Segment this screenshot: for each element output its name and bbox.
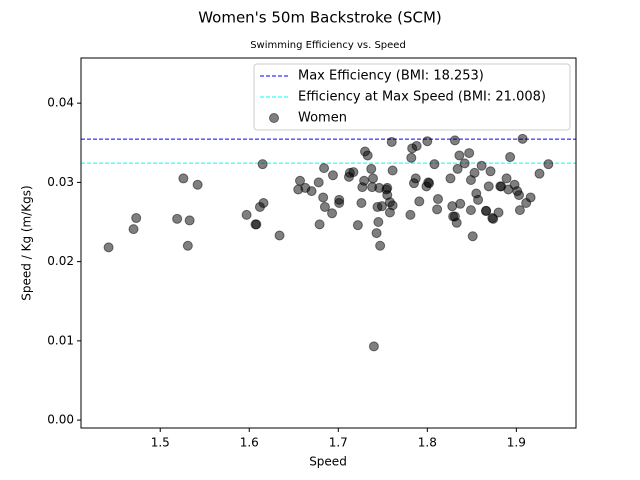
point xyxy=(454,150,465,161)
x-tick-label: 1.5 xyxy=(151,436,170,450)
point xyxy=(459,158,470,169)
plot-frame xyxy=(80,57,577,429)
point xyxy=(534,168,545,179)
point xyxy=(525,192,536,203)
point xyxy=(172,213,183,224)
point xyxy=(314,219,325,230)
point xyxy=(327,208,338,219)
point xyxy=(352,220,363,231)
point xyxy=(465,205,476,216)
point xyxy=(192,179,203,190)
point xyxy=(464,148,475,159)
chart-title: Women's 50m Backstroke (SCM) xyxy=(198,9,442,27)
point xyxy=(348,167,359,178)
point xyxy=(410,173,421,184)
point xyxy=(414,196,425,207)
point xyxy=(371,228,382,239)
legend-box xyxy=(253,63,571,131)
point xyxy=(451,217,462,228)
point xyxy=(131,213,142,224)
x-tick-label: 1.9 xyxy=(507,436,526,450)
point xyxy=(387,200,398,211)
point xyxy=(313,177,324,188)
point xyxy=(481,205,492,216)
point xyxy=(103,242,114,253)
point xyxy=(368,173,379,184)
point xyxy=(386,136,397,147)
point xyxy=(366,163,377,174)
point xyxy=(501,173,512,184)
point xyxy=(306,186,317,197)
point xyxy=(469,167,480,178)
point xyxy=(445,173,456,184)
point xyxy=(356,197,367,208)
point xyxy=(362,150,373,161)
point xyxy=(424,178,435,189)
point xyxy=(543,159,554,170)
x-tick-label: 1.7 xyxy=(329,436,348,450)
y-tick-label: 0.02 xyxy=(47,254,74,268)
point xyxy=(429,159,440,170)
legend-marker xyxy=(269,113,279,123)
point xyxy=(455,198,466,209)
point xyxy=(514,190,525,201)
point xyxy=(485,166,496,177)
y-axis-label: Speed / Kg (m/Kgs) xyxy=(20,185,34,300)
point xyxy=(411,140,422,151)
point xyxy=(406,152,417,163)
point xyxy=(517,133,528,144)
point xyxy=(488,213,499,224)
x-axis-label: Speed xyxy=(309,455,347,469)
point xyxy=(405,209,416,220)
point xyxy=(241,209,252,220)
point xyxy=(327,170,338,181)
point xyxy=(449,135,460,146)
chart-subtitle: Swimming Efficiency vs. Speed xyxy=(250,40,406,51)
point xyxy=(319,163,330,174)
legend-label: Efficiency at Max Speed (BMI: 21.008) xyxy=(298,90,546,105)
point xyxy=(376,201,387,212)
point xyxy=(318,192,329,203)
y-tick-label: 0.01 xyxy=(47,333,74,347)
point xyxy=(373,217,384,228)
point xyxy=(375,240,386,251)
x-tick-label: 1.8 xyxy=(418,436,437,450)
point xyxy=(467,231,478,242)
point xyxy=(505,152,516,163)
point xyxy=(334,197,345,208)
point xyxy=(452,163,463,174)
point xyxy=(473,194,484,205)
legend-label: Women xyxy=(298,111,347,126)
point xyxy=(359,175,370,186)
point xyxy=(295,175,306,186)
legend-label: Max Efficiency (BMI: 18.253) xyxy=(298,69,484,84)
point xyxy=(368,341,379,352)
y-tick-label: 0.04 xyxy=(47,96,74,110)
point xyxy=(387,165,398,176)
point xyxy=(514,205,525,216)
point xyxy=(483,181,494,192)
point xyxy=(319,201,330,212)
point xyxy=(274,230,285,241)
point xyxy=(432,204,443,215)
point xyxy=(257,159,268,170)
point xyxy=(128,224,139,235)
point xyxy=(493,207,504,218)
point xyxy=(251,219,262,230)
y-tick-label: 0.03 xyxy=(47,175,74,189)
point xyxy=(184,215,195,226)
point xyxy=(258,197,269,208)
point xyxy=(476,160,487,171)
point xyxy=(422,136,433,147)
point xyxy=(178,173,189,184)
point xyxy=(433,194,444,205)
y-tick-label: 0.00 xyxy=(47,413,74,427)
point xyxy=(182,240,193,251)
x-tick-label: 1.6 xyxy=(240,436,259,450)
